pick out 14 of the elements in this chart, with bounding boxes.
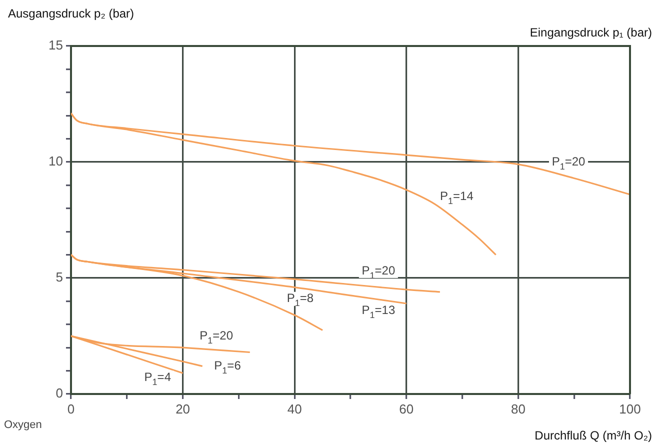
y-tick-label: 15 [48, 38, 63, 53]
x-tick-label: 100 [619, 401, 641, 416]
x-tick-label: 40 [287, 401, 302, 416]
y-axis-title: Ausgangsdruck p₂ (bar) [8, 6, 134, 20]
x-tick-label: 0 [67, 401, 75, 416]
x-tick-label: 80 [510, 401, 526, 416]
y-tick-label: 5 [56, 270, 63, 285]
text: Oxygen [4, 419, 42, 432]
y-tick-label: 0 [56, 386, 63, 401]
x-axis-title: Durchfluß Q (m³/h O₂) [534, 428, 652, 442]
x-tick-label: 20 [176, 401, 190, 416]
x-tick-label: 60 [399, 401, 414, 416]
text: Eingangsdruck p₁ (bar) [530, 25, 652, 40]
y-tick-label: 10 [48, 154, 63, 169]
